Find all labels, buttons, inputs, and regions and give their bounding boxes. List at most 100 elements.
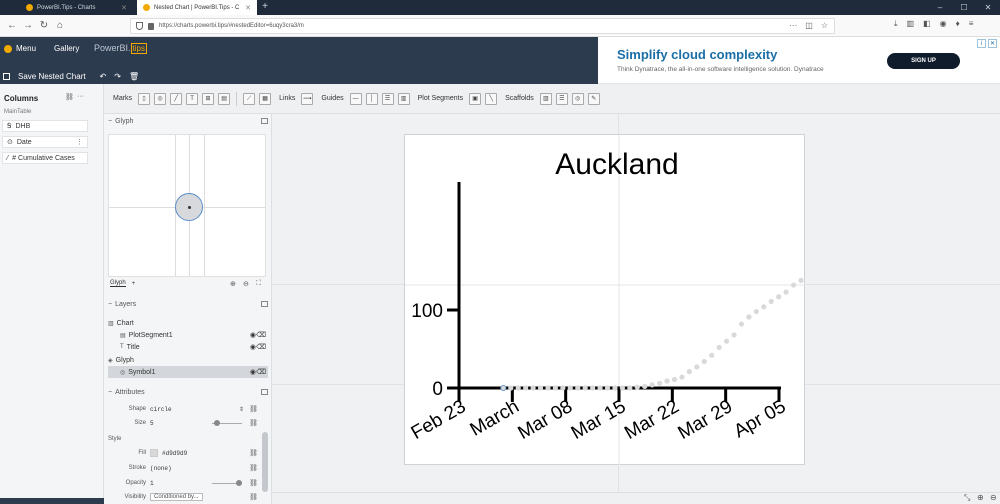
bind-data-icon[interactable]: ⛓ [249, 494, 258, 501]
canvas-horizontal-scrollbar[interactable] [272, 492, 1000, 504]
panel-pin-icon[interactable] [261, 118, 268, 124]
opacity-slider-knob[interactable] [236, 480, 242, 486]
redo-icon[interactable]: ↷ [114, 72, 121, 81]
layer-symbol[interactable]: ◎ Symbol1 ◉ ⌫ [108, 366, 268, 378]
layers-section-header[interactable]: − Layers [108, 299, 268, 309]
bind-data-icon[interactable]: ⛓ [249, 420, 258, 427]
more-icon[interactable]: ··· [789, 21, 798, 30]
account-icon[interactable]: ◉ [939, 19, 947, 28]
pocket-icon[interactable]: ◫ [805, 21, 813, 30]
eye-icon[interactable]: ◉ [249, 344, 256, 351]
bind-data-icon[interactable]: ⛓ [249, 450, 258, 457]
zoom-out-icon[interactable]: ⊖ [243, 281, 249, 288]
bind-data-icon[interactable]: ⛓ [249, 406, 258, 413]
text-mark-icon[interactable]: T [186, 92, 199, 105]
rectangle-mark-icon[interactable]: ▯ [138, 92, 151, 105]
guide-vertical-icon[interactable]: │ [365, 92, 378, 105]
eraser-icon[interactable]: ⌫ [256, 332, 266, 339]
column-item-date[interactable]: ⊙ Date ⋮ [2, 136, 88, 148]
ad-info-icon[interactable]: i [977, 39, 986, 48]
star-icon[interactable]: ☆ [820, 21, 828, 30]
glyph-editor[interactable] [108, 134, 266, 277]
sidebar-icon[interactable]: ◧ [923, 19, 931, 28]
back-icon[interactable]: ← [7, 20, 17, 31]
link-icon[interactable]: ⛓ [65, 94, 74, 101]
eye-icon[interactable]: ◉ [249, 332, 256, 339]
size-slider-knob[interactable] [214, 420, 220, 426]
close-icon[interactable]: ✕ [984, 3, 992, 12]
panel-pin-icon[interactable] [261, 301, 268, 307]
zoom-fit-icon[interactable]: ⛶ [256, 280, 261, 287]
bind-data-icon[interactable]: ⛓ [249, 480, 258, 487]
guide-horizontal-icon[interactable]: — [349, 92, 362, 105]
scaffold-horizontal-icon[interactable]: ▥ [539, 92, 552, 105]
opacity-input[interactable]: 1 [150, 479, 154, 487]
close-tab-icon[interactable]: ✕ [121, 4, 127, 12]
forward-icon[interactable]: → [23, 20, 33, 31]
fill-input[interactable]: #d9d9d9 [162, 449, 188, 457]
library-icon[interactable]: ▥ [906, 19, 915, 28]
stroke-input[interactable]: (none) [150, 464, 172, 472]
icon-mark-icon[interactable]: ⊞ [202, 92, 215, 105]
close-tab-icon[interactable]: ✕ [245, 4, 251, 12]
eraser-icon[interactable]: ⌫ [256, 369, 266, 376]
minimize-icon[interactable]: – [937, 3, 943, 12]
anchor-point[interactable] [188, 206, 191, 209]
panel-pin-icon[interactable] [261, 389, 268, 395]
browser-tab-charts[interactable]: PowerBI.Tips - Charts ✕ [20, 0, 133, 15]
home-icon[interactable]: ⌂ [56, 20, 64, 31]
properties-scrollbar[interactable] [262, 432, 268, 492]
browser-tab-nested-chart[interactable]: Nested Chart | PowerBI.Tips - C ✕ [137, 0, 257, 15]
glyph-tab[interactable]: Glyph [110, 280, 126, 287]
line-mark-icon[interactable]: ╱ [170, 92, 183, 105]
extension-icon[interactable]: ♦ [955, 19, 960, 28]
layer-glyph[interactable]: ◈ Glyph [108, 354, 268, 366]
shape-select[interactable]: circle [150, 405, 172, 413]
eraser-icon[interactable]: ⌫ [256, 344, 266, 351]
menu-button[interactable]: Menu [4, 44, 36, 53]
size-input[interactable]: 5 [150, 419, 154, 427]
glyph-section-header[interactable]: − Glyph [108, 116, 268, 126]
reload-icon[interactable]: ↻ [39, 20, 49, 31]
ad-title[interactable]: Simplify cloud complexity [617, 47, 778, 62]
scaffold-curve-icon[interactable]: ✎ [587, 92, 600, 105]
scaffold-vertical-icon[interactable]: ☰ [555, 92, 568, 105]
undo-icon[interactable]: ↶ [99, 72, 107, 81]
column-item-cumulative-cases[interactable]: ⁄ # Cumulative Cases [2, 152, 88, 164]
delete-icon[interactable]: 🗑 [129, 72, 140, 81]
data-axis-icon[interactable]: ▤ [218, 92, 231, 105]
gallery-button[interactable]: Gallery [54, 44, 80, 53]
ad-close-icon[interactable]: ✕ [988, 39, 997, 48]
table-icon[interactable]: ▦ [259, 92, 272, 105]
size-slider-track[interactable] [212, 423, 242, 424]
symbol-mark-icon[interactable]: ◎ [154, 92, 167, 105]
attributes-section-header[interactable]: − Attributes [108, 387, 268, 397]
bind-data-icon[interactable]: ⛓ [249, 465, 258, 472]
symbol-glyph[interactable] [175, 193, 203, 221]
save-button[interactable]: Save Nested Chart [18, 72, 86, 81]
new-tab-button[interactable]: + [262, 1, 268, 12]
guide-coordinator-icon[interactable]: ☰ [381, 92, 394, 105]
plot-segment-icon[interactable]: ▣ [469, 92, 482, 105]
visibility-button[interactable]: Conditioned by... [150, 493, 203, 501]
menu-icon[interactable]: ≡ [968, 19, 974, 28]
kebab-icon[interactable]: ⋮ [76, 139, 83, 146]
ad-signup-button[interactable]: SIGN UP [887, 53, 960, 69]
fill-swatch[interactable] [150, 449, 158, 457]
dropdown-icon[interactable]: ⇕ [238, 406, 244, 413]
more-icon[interactable]: ··· [77, 93, 84, 100]
maximize-icon[interactable]: ☐ [960, 3, 968, 12]
zoom-in-icon[interactable]: ⊕ [977, 493, 984, 502]
links-icon[interactable]: ⟿ [301, 92, 314, 105]
url-bar[interactable]: https://charts.powerbi.tips/#nestedEdito… [130, 18, 835, 34]
line-segment-icon[interactable]: ╲ [485, 92, 498, 105]
download-icon[interactable]: ⤓ [894, 19, 898, 28]
add-glyph-icon[interactable]: + [131, 280, 136, 287]
layer-chart[interactable]: ▥ Chart [108, 317, 268, 329]
zoom-in-icon[interactable]: ⊕ [230, 281, 236, 288]
layer-plot-segment[interactable]: ▤ PlotSegment1 ◉ ⌫ [108, 329, 268, 341]
column-item-dhb[interactable]: Ꞩ DHB [2, 120, 88, 132]
zoom-out-icon[interactable]: ⊖ [990, 493, 997, 502]
fit-icon[interactable]: ⤡ [964, 493, 971, 502]
scaffold-polar-icon[interactable]: ◎ [571, 92, 584, 105]
